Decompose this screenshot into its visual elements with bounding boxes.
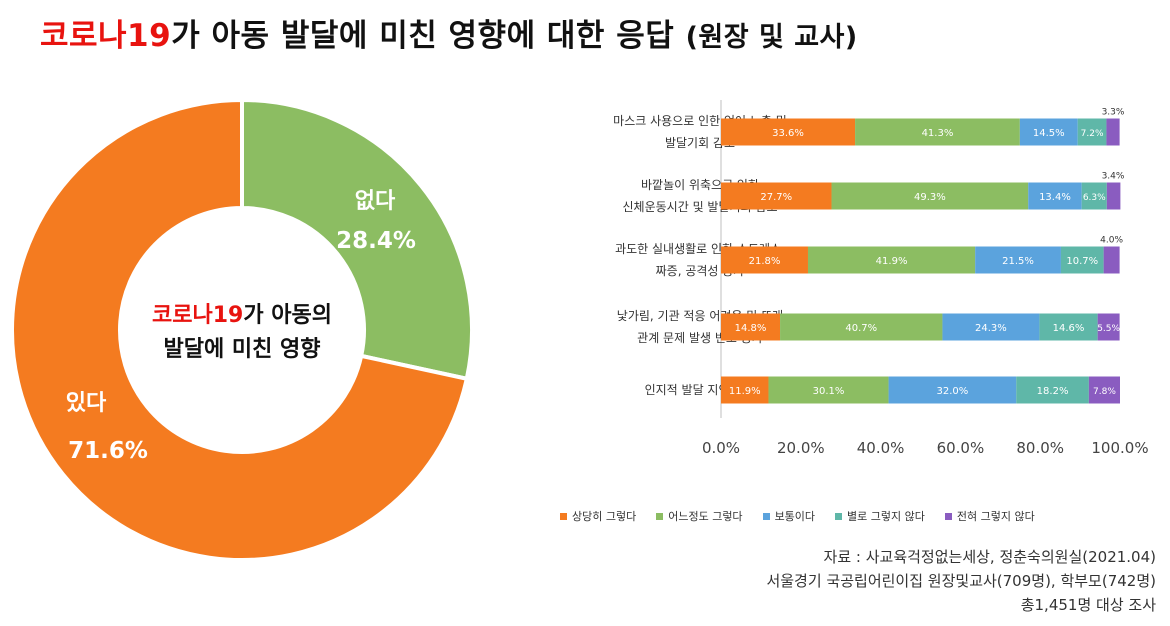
bar-segment	[1016, 376, 1089, 404]
bar-segment	[1077, 118, 1107, 146]
bar-segment	[721, 118, 856, 146]
data-label: 7.8%	[1093, 387, 1116, 397]
bar-segment	[721, 246, 808, 274]
title-highlight: 코로나19	[40, 18, 172, 54]
legend-swatch	[762, 512, 770, 520]
data-label: 24.3%	[975, 323, 1007, 334]
legend-item: 별로 그렇지 않다	[835, 508, 925, 524]
data-label: 30.1%	[813, 386, 845, 397]
bar-segment	[855, 118, 1020, 146]
donut-slice-value: 71.6%	[68, 438, 148, 464]
bar-segment	[1106, 118, 1120, 146]
x-tick-label: 80.0%	[1016, 439, 1064, 457]
bar-segment	[1088, 376, 1120, 404]
data-label: 10.7%	[1066, 256, 1098, 267]
legend-label: 상당히 그렇다	[572, 510, 637, 523]
legend-item: 어느정도 그렇다	[656, 508, 743, 524]
source-line-3: 총1,451명 대상 조사	[1020, 596, 1156, 614]
data-label: 21.8%	[749, 256, 781, 267]
x-tick-label: 20.0%	[777, 439, 825, 457]
source-line-1: 자료 : 사교육걱정없는세상, 정춘숙의원실(2021.04)	[823, 548, 1156, 566]
data-label: 7.2%	[1081, 129, 1104, 139]
bar-segment	[942, 313, 1040, 341]
donut-slice-label: 없다	[355, 189, 396, 214]
legend-swatch	[944, 512, 952, 520]
bar-segment	[1019, 118, 1078, 146]
bar-segment	[807, 246, 976, 274]
category-label: 발달기회 감소	[665, 136, 735, 150]
data-label: 32.0%	[937, 386, 969, 397]
data-label: 6.3%	[1083, 193, 1106, 203]
source-line-2: 서울경기 국공립어린이집 원장및교사(709명), 학부모(742명)	[766, 572, 1156, 590]
data-label: 49.3%	[914, 192, 946, 203]
donut-slice-value: 28.4%	[336, 228, 416, 254]
data-label: 5.5%	[1097, 324, 1120, 334]
legend-swatch	[835, 512, 843, 520]
bar-segment	[1097, 313, 1120, 341]
legend-swatch	[560, 512, 567, 520]
bar-segment	[975, 246, 1061, 274]
data-label: 40.7%	[845, 323, 877, 334]
data-label: 14.5%	[1033, 128, 1065, 139]
donut-center-rest: 가 아동의	[243, 303, 332, 328]
bar-segment	[721, 376, 769, 404]
donut-slice	[240, 97, 474, 382]
x-tick-label: 100.0%	[1091, 439, 1148, 457]
donut-center-highlight: 코로나19	[152, 303, 243, 328]
data-label: 13.4%	[1039, 192, 1071, 203]
title-sub: (원장 및 교사)	[685, 22, 858, 53]
legend-label: 보통이다	[774, 510, 816, 523]
data-label: 21.5%	[1002, 256, 1034, 267]
legend-label: 어느정도 그렇다	[668, 510, 743, 523]
x-tick-label: 40.0%	[857, 439, 905, 457]
data-label: 41.9%	[876, 256, 908, 267]
data-label: 41.3%	[922, 128, 954, 139]
bar-segment	[1106, 182, 1121, 210]
data-label: 27.7%	[760, 192, 792, 203]
bar-segment	[780, 313, 943, 341]
legend-swatch	[656, 512, 664, 520]
bar-segment	[888, 376, 1017, 404]
data-label: 14.8%	[735, 323, 767, 334]
data-label: 3.3%	[1102, 108, 1125, 118]
bar-segment	[1028, 182, 1082, 210]
page-title: 코로나19가 아동 발달에 미친 영향에 대한 응답 (원장 및 교사)	[40, 10, 858, 55]
legend-label: 별로 그렇지 않다	[847, 510, 925, 523]
legend-item: 보통이다	[762, 508, 816, 524]
data-label: 4.0%	[1100, 236, 1123, 246]
legend-item: 전혀 그렇지 않다	[944, 508, 1035, 524]
bar-segment	[1081, 182, 1107, 210]
donut-slice	[10, 97, 470, 562]
data-label: 3.4%	[1102, 172, 1125, 182]
bar-segment	[721, 182, 832, 210]
data-label: 33.6%	[772, 128, 804, 139]
bar-segment	[831, 182, 1029, 210]
data-label: 14.6%	[1053, 323, 1085, 334]
donut-slice-label: 있다	[66, 391, 107, 416]
bar-segment	[1103, 246, 1120, 274]
donut-center-line-1: 코로나19가 아동의	[152, 303, 332, 328]
legend-item: 상당히 그렇다	[560, 508, 636, 524]
data-label: 11.9%	[729, 386, 761, 397]
bar-segment	[768, 376, 889, 404]
data-label: 18.2%	[1037, 386, 1069, 397]
bar-segment	[721, 313, 781, 341]
donut-center-line-2: 발달에 미친 영향	[164, 337, 321, 362]
x-tick-label: 60.0%	[937, 439, 985, 457]
bar-segment	[1039, 313, 1098, 341]
x-tick-label: 0.0%	[702, 439, 740, 457]
chart-legend: 상당히 그렇다 어느정도 그렇다 보통이다 별로 그렇지 않다 전혀 그렇지 않다	[560, 508, 1035, 524]
legend-label: 전혀 그렇지 않다	[956, 510, 1035, 523]
bar-segment	[1060, 246, 1104, 274]
title-main: 가 아동 발달에 미친 영향에 대한 응답	[171, 18, 675, 54]
